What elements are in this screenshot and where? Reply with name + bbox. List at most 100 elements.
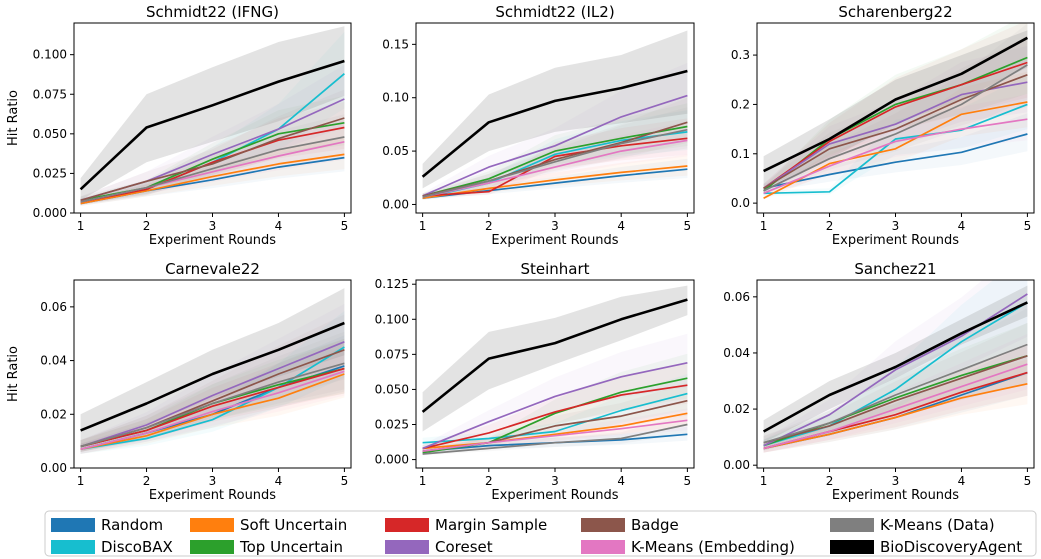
x-tick-label: 4	[958, 219, 966, 233]
x-tick-label: 2	[826, 474, 834, 488]
x-tick-label: 2	[826, 219, 834, 233]
x-axis-label: Experiment Rounds	[491, 488, 618, 503]
x-tick-label: 4	[617, 219, 625, 233]
subplot-title: Schmidt22 (IFNG)	[146, 3, 279, 21]
x-tick-label: 5	[1024, 474, 1032, 488]
subplot-steinhart: 1 2 3 4 50.0000.0250.0500.0750.1000.125Stein…	[375, 260, 694, 503]
y-tick-label: 0.2	[731, 97, 750, 111]
y-tick-label: 0.050	[33, 127, 67, 141]
legend-swatch	[385, 518, 429, 532]
y-tick-label: 0.06	[40, 300, 67, 314]
subplot-title: Scharenberg22	[838, 3, 952, 21]
legend-swatch	[830, 518, 874, 532]
y-tick-label: 0.3	[731, 48, 750, 62]
legend-label: DiscoBAX	[101, 538, 173, 556]
y-tick-label: 0.10	[382, 91, 409, 105]
subplot-schmidt22-il2: 1 2 3 4 5 0.00 0.05 0.10 0.15 Schmidt22 (IL2) Expe…	[382, 3, 694, 248]
plot-area	[81, 288, 345, 454]
legend-item-k-means-embedding: K-Means (Embedding)	[581, 538, 795, 556]
legend-swatch	[581, 540, 625, 554]
legend-label: Top Uncertain	[239, 538, 343, 556]
legend-label: Coreset	[435, 538, 493, 556]
legend-swatch	[581, 518, 625, 532]
x-tick-label: 1	[760, 474, 768, 488]
legend: Random DiscoBAX Soft Uncertain Top Uncertai…	[45, 511, 1036, 556]
legend-label: Badge	[631, 516, 679, 534]
y-tick-label: 0.100	[375, 312, 409, 326]
x-axis-label: Experiment Rounds	[832, 488, 959, 503]
x-tick-label: 2	[485, 474, 493, 488]
legend-item-coreset: Coreset	[385, 538, 493, 556]
legend-label: Random	[101, 516, 163, 534]
subplot-title: Sanchez21	[854, 260, 936, 278]
plot-area	[764, 14, 1028, 200]
y-tick-label: 0.000	[33, 206, 67, 220]
x-tick-label: 5	[341, 219, 349, 233]
y-tick-label: 0.06	[723, 290, 750, 304]
x-tick-label: 4	[275, 219, 283, 233]
x-tick-label: 4	[275, 474, 283, 488]
legend-item-soft-uncertain: Soft Uncertain	[190, 516, 347, 534]
y-tick-label: 0.00	[723, 458, 750, 472]
legend-label: BioDiscoveryAgent	[880, 538, 1022, 556]
x-tick-label: 3	[551, 474, 559, 488]
x-tick-label: 3	[892, 474, 900, 488]
subplot-schmidt22-ifng: 1 2 3 4 5 0.000 0.025 0.050 0.075 0.100 Schmidt22 …	[6, 3, 351, 248]
legend-swatch	[51, 540, 95, 554]
x-tick-label: 1	[419, 219, 427, 233]
x-tick-label: 5	[1024, 219, 1032, 233]
x-tick-label: 3	[209, 219, 217, 233]
x-tick-label: 5	[341, 474, 349, 488]
y-tick-label: 0.00	[40, 461, 67, 475]
plot-area	[423, 31, 688, 200]
legend-swatch	[190, 518, 234, 532]
legend-swatch	[51, 518, 95, 532]
x-tick-label: 3	[551, 219, 559, 233]
legend-swatch	[830, 540, 874, 554]
x-tick-label: 5	[684, 474, 692, 488]
x-tick-label: 3	[892, 219, 900, 233]
y-tick-label: 0.025	[375, 418, 409, 432]
x-tick-label: 2	[143, 219, 151, 233]
y-tick-label: 0.04	[723, 346, 750, 360]
legend-label: Margin Sample	[435, 516, 547, 534]
y-tick-label: 0.100	[33, 48, 67, 62]
x-axis-label: Experiment Rounds	[149, 233, 276, 248]
subplot-sanchez21: 1 2 3 4 50.000.020.040.06Sanchez21Experiment…	[723, 243, 1034, 503]
legend-label: K-Means (Data)	[880, 516, 995, 534]
legend-item-k-means-data: K-Means (Data)	[830, 516, 995, 534]
legend-item-random: Random	[51, 516, 163, 534]
legend-item-top-uncertain: Top Uncertain	[190, 538, 343, 556]
x-tick-label: 1	[77, 474, 85, 488]
subplot-title: Schmidt22 (IL2)	[495, 3, 614, 21]
subplot-carnevale22: 1 2 3 4 50.000.020.040.06Carnevale22Experime…	[6, 260, 351, 503]
subplot-title: Steinhart	[520, 260, 589, 278]
y-tick-label: 0.05	[382, 144, 409, 158]
x-tick-label: 5	[684, 219, 692, 233]
y-tick-label: 0.025	[33, 166, 67, 180]
y-tick-label: 0.00	[382, 197, 409, 211]
x-tick-label: 2	[485, 219, 493, 233]
x-tick-label: 4	[617, 474, 625, 488]
x-axis-label: Experiment Rounds	[149, 488, 276, 503]
legend-swatch	[385, 540, 429, 554]
y-tick-label: 0.15	[382, 37, 409, 51]
legend-item-margin-sample: Margin Sample	[385, 516, 547, 534]
legend-item-discobax: DiscoBAX	[51, 538, 173, 556]
y-tick-label: 0.04	[40, 354, 67, 368]
y-axis-label: Hit Ratio	[6, 90, 21, 146]
y-axis-label: Hit Ratio	[6, 346, 21, 402]
legend-item-biodiscoveryagent: BioDiscoveryAgent	[830, 538, 1022, 556]
subplot-scharenberg22: 1 2 3 4 5 0.0 0.1 0.2 0.3 Scharenberg22 Experiment…	[731, 3, 1034, 248]
x-axis-label: Experiment Rounds	[832, 233, 959, 248]
plot-area	[81, 26, 345, 206]
legend-label: Soft Uncertain	[240, 516, 347, 534]
x-tick-label: 1	[77, 219, 85, 233]
y-tick-label: 0.000	[375, 453, 409, 467]
y-tick-label: 0.02	[40, 407, 67, 421]
y-tick-label: 0.075	[33, 87, 67, 101]
legend-swatch	[190, 540, 234, 554]
y-tick-label: 0.075	[375, 347, 409, 361]
y-tick-label: 0.050	[375, 382, 409, 396]
